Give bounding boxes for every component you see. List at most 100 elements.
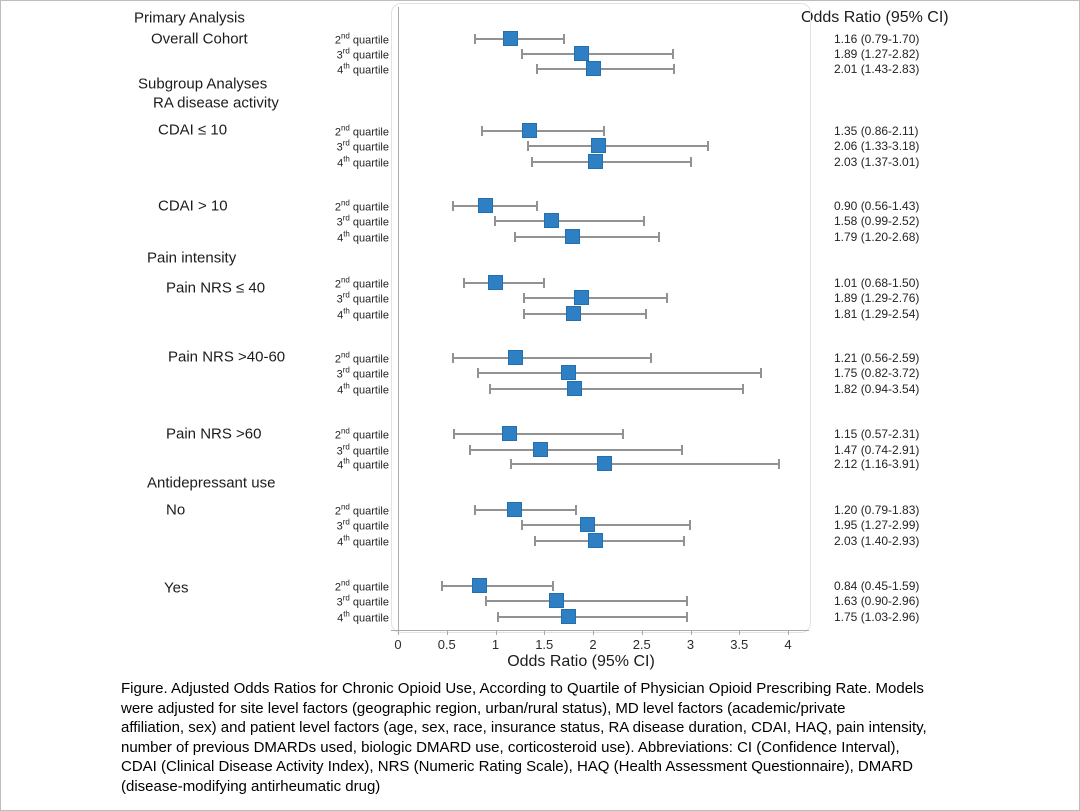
- or-marker: [566, 306, 582, 321]
- or-value-label: 2.01 (1.43-2.83): [834, 62, 920, 76]
- or-marker: [560, 365, 576, 380]
- ci-line: [494, 220, 644, 222]
- ci-line: [498, 616, 687, 618]
- ci-line: [511, 463, 780, 465]
- or-value-label: 1.81 (1.29-2.54): [834, 307, 920, 321]
- label-pain-nrs-40-60: Pain NRS >40-60: [168, 348, 286, 366]
- ci-cap-high: [682, 536, 685, 546]
- ci-line: [453, 433, 624, 435]
- label-cdai-gt-10: CDAI > 10: [158, 197, 228, 215]
- or-marker: [567, 381, 583, 396]
- ci-cap-low: [530, 157, 533, 167]
- x-axis-line: [391, 630, 809, 631]
- label-pain-intensity: Pain intensity: [147, 249, 237, 267]
- ci-cap-low: [536, 64, 539, 74]
- ci-cap-low: [474, 505, 477, 515]
- or-value-label: 0.84 (0.45-1.59): [834, 579, 920, 593]
- or-value-label: 1.16 (0.79-1.70): [834, 32, 920, 46]
- quartile-label: 3rd quartile: [336, 138, 389, 154]
- quartile-label: 3rd quartile: [336, 442, 389, 458]
- or-value-label: 1.47 (0.74-2.91): [834, 443, 920, 457]
- ci-line: [489, 388, 744, 390]
- caption-line: affiliation, sex) and patient level fact…: [121, 719, 927, 736]
- or-marker: [533, 442, 549, 457]
- x-axis-tick: [398, 631, 399, 635]
- ci-line: [452, 357, 651, 359]
- ci-cap-low: [493, 216, 496, 226]
- or-value-label: 1.01 (0.68-1.50): [834, 276, 920, 290]
- quartile-label: 3rd quartile: [336, 365, 389, 381]
- caption-line: were adjusted for site level factors (ge…: [121, 699, 846, 717]
- ci-line: [515, 236, 660, 238]
- ci-cap-low: [452, 429, 455, 439]
- or-marker: [596, 456, 612, 471]
- ci-cap-low: [451, 353, 454, 363]
- or-marker: [564, 229, 580, 244]
- or-value-label: 1.58 (0.99-2.52): [834, 214, 920, 228]
- ci-line: [537, 68, 674, 70]
- x-axis-tick-label: 2: [589, 637, 597, 652]
- or-marker: [477, 198, 493, 213]
- or-value-label: 1.75 (1.03-2.96): [834, 610, 920, 624]
- x-axis-tick: [739, 631, 741, 635]
- or-marker: [590, 138, 606, 153]
- or-value-label: 2.06 (1.33-3.18): [834, 139, 920, 153]
- or-marker: [574, 290, 590, 305]
- or-value-label: 1.82 (0.94-3.54): [834, 382, 920, 396]
- label-subgroup-analyses: Subgroup Analyses: [138, 75, 268, 93]
- label-pain-nrs-le-40: Pain NRS ≤ 40: [166, 279, 266, 297]
- or-marker: [587, 533, 603, 548]
- x-axis-tick: [446, 631, 448, 635]
- or-value-label: 2.03 (1.40-2.93): [834, 534, 920, 548]
- or-marker: [560, 609, 576, 624]
- x-axis-tick-label: 4: [784, 637, 792, 652]
- x-axis-tick-label: 2.5: [632, 637, 651, 652]
- x-axis-tick: [641, 631, 643, 635]
- label-primary-analysis: Primary Analysis: [134, 9, 245, 27]
- ci-cap-low: [522, 309, 525, 319]
- ci-line: [477, 372, 761, 374]
- x-axis-tick: [788, 631, 789, 635]
- ci-line: [534, 540, 684, 542]
- caption-line: Figure. Adjusted Odds Ratios for Chronic…: [121, 680, 924, 697]
- ci-line: [441, 585, 554, 587]
- x-axis-tick: [593, 631, 594, 635]
- ci-line: [475, 38, 564, 40]
- caption-line: number of previous DMARDs used, biologic…: [121, 738, 900, 756]
- or-value-label: 1.95 (1.27-2.99): [834, 518, 920, 532]
- x-axis-tick-label: 3.5: [730, 637, 749, 652]
- quartile-label: 2nd quartile: [334, 502, 389, 518]
- quartile-label: 4th quartile: [337, 229, 389, 245]
- x-axis-title: Odds Ratio (95% CI): [507, 653, 655, 670]
- ci-cap-low: [514, 232, 516, 242]
- label-antidepressant-use: Antidepressant use: [147, 474, 276, 492]
- ci-cap-low: [469, 445, 472, 455]
- ci-cap-low: [480, 126, 483, 136]
- quartile-label: 3rd quartile: [336, 46, 389, 62]
- or-value-label: 1.89 (1.29-2.76): [834, 291, 920, 305]
- odds-ratio-column-header: Odds Ratio (95% CI): [801, 9, 949, 26]
- ci-cap-high: [602, 126, 605, 136]
- or-value-label: 1.21 (0.56-2.59): [834, 351, 920, 365]
- ci-cap-low: [463, 278, 466, 288]
- ci-cap-high: [536, 201, 539, 211]
- or-marker: [488, 275, 504, 290]
- label-cdai-le-10: CDAI ≤ 10: [158, 121, 228, 139]
- ci-cap-high: [552, 581, 555, 591]
- ci-cap-high: [680, 445, 683, 455]
- quartile-label: 2nd quartile: [334, 350, 389, 366]
- ci-cap-high: [622, 429, 625, 439]
- quartile-label: 4th quartile: [337, 533, 389, 549]
- quartile-label: 4th quartile: [337, 61, 389, 77]
- ci-cap-low: [440, 581, 443, 591]
- quartile-label: 2nd quartile: [334, 275, 389, 291]
- or-value-label: 1.35 (0.86-2.11): [834, 124, 919, 138]
- ci-cap-high: [685, 596, 688, 606]
- ci-cap-high: [759, 368, 762, 378]
- x-axis-tick-label: 0.5: [437, 637, 456, 652]
- or-marker: [574, 46, 590, 61]
- or-value-label: 0.90 (0.56-1.43): [834, 199, 920, 213]
- label-pain-nrs-gt-60: Pain NRS >60: [166, 425, 262, 443]
- ci-cap-high: [690, 157, 693, 167]
